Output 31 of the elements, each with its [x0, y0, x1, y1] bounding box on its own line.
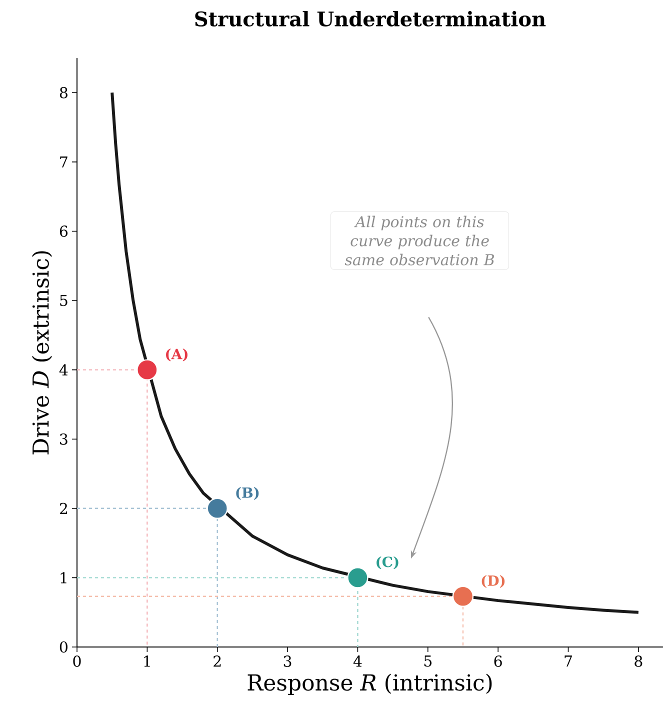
- x-tick-label: 7: [564, 656, 572, 666]
- x-tick-label: 4: [353, 656, 362, 667]
- y-tick-label: 8: [60, 86, 68, 98]
- point: [452, 586, 474, 608]
- x-tick-label: 5: [424, 656, 432, 667]
- x-tick-label: 6: [494, 656, 502, 667]
- x-tick-label: 8: [634, 656, 642, 667]
- point: [347, 567, 368, 588]
- annotation: (D): [482, 575, 505, 588]
- x-tick-label: 2: [214, 656, 221, 667]
- y-tick-label: 7: [60, 156, 68, 168]
- y-tick-label: 4: [59, 364, 68, 376]
- y-axis-title: Drive D (extrinsic): [32, 251, 52, 454]
- y-tick-label: 6: [60, 226, 68, 237]
- y-tick-label: 1: [60, 572, 66, 584]
- x-tick-label: 1: [144, 656, 150, 667]
- y-tick-label: 0: [60, 641, 68, 653]
- annotation: All points on this curve produce the same observation B: [344, 216, 494, 266]
- y-tick-label: 5: [60, 294, 68, 306]
- x-axis-title: Response R (intrinsic): [248, 674, 492, 696]
- line-series: [110, 91, 640, 614]
- annotation: (C): [376, 556, 398, 570]
- point: [136, 359, 158, 380]
- annotation: (B): [236, 487, 259, 500]
- annotation: (A): [166, 348, 188, 362]
- x-tick-label: 0: [73, 656, 81, 667]
- x-tick-label: 3: [284, 656, 292, 667]
- point: [206, 498, 228, 520]
- y-tick-label: 2: [60, 502, 67, 514]
- y-tick-label: 3: [60, 433, 68, 445]
- chart-title: Structural Underdetermination: [195, 10, 546, 26]
